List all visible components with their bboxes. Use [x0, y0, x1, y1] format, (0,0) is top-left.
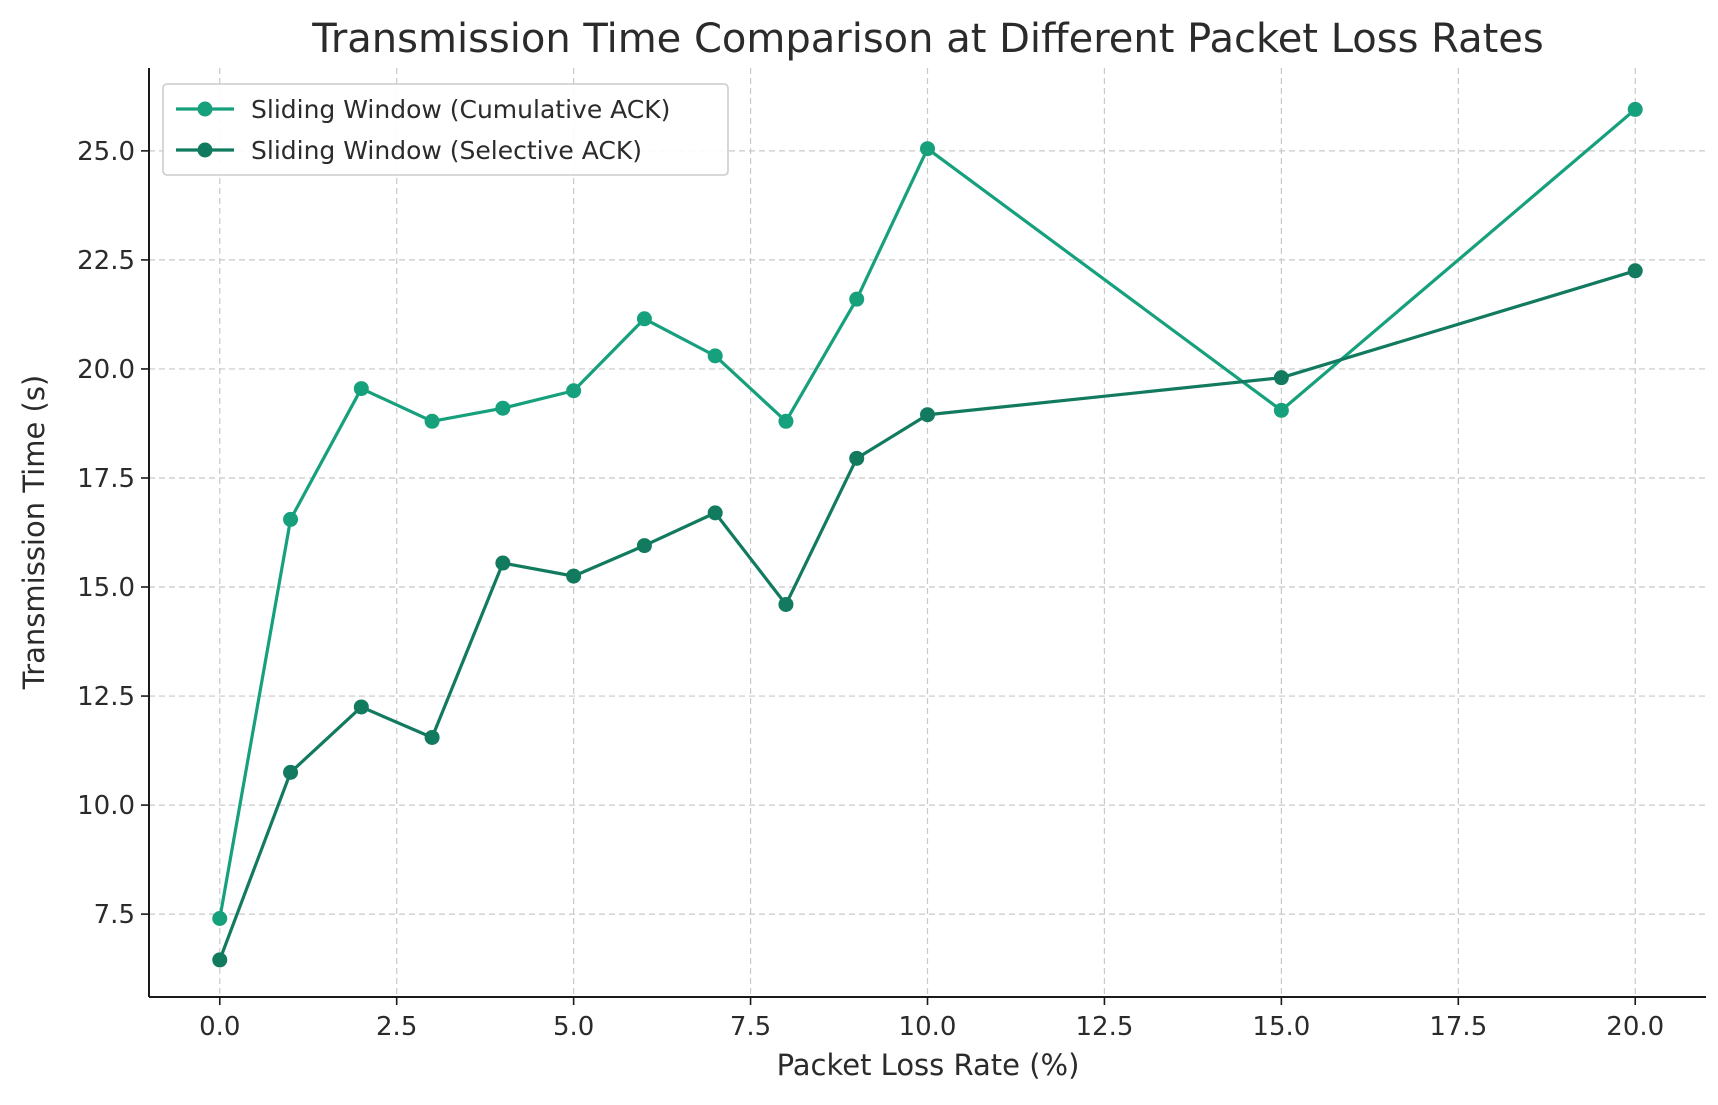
x-tick-label: 17.5 [1429, 1012, 1487, 1042]
legend: Sliding Window (Cumulative ACK) Sliding … [162, 83, 729, 176]
data-point-selective-ack [849, 450, 865, 466]
x-tick-label: 15.0 [1252, 1012, 1310, 1042]
data-point-cumulative-ack [778, 413, 794, 429]
y-tick-label: 15.0 [77, 573, 135, 603]
data-point-cumulative-ack [566, 383, 582, 399]
data-point-selective-ack [283, 764, 299, 780]
chart-title: Transmission Time Comparison at Differen… [311, 16, 1543, 62]
y-tick-label: 12.5 [77, 682, 135, 712]
y-tick-label: 7.5 [94, 900, 135, 930]
x-tick-label: 10.0 [899, 1012, 957, 1042]
data-point-cumulative-ack [495, 400, 511, 416]
y-axis-label: Transmission Time (s) [17, 375, 51, 690]
y-tick-label: 17.5 [77, 464, 135, 494]
y-tick-label: 22.5 [77, 246, 135, 276]
data-point-cumulative-ack [212, 910, 228, 926]
y-tick-label: 25.0 [77, 137, 135, 167]
x-tick-label: 7.5 [730, 1012, 771, 1042]
data-point-cumulative-ack [636, 311, 652, 327]
data-point-selective-ack [424, 729, 440, 745]
y-tick-label: 10.0 [77, 791, 135, 821]
x-axis-label: Packet Loss Rate (%) [777, 1048, 1080, 1082]
y-tick-label: 20.0 [77, 355, 135, 385]
series-lines [212, 101, 1643, 968]
legend-marker-cumulative [197, 101, 213, 117]
data-point-selective-ack [1273, 370, 1289, 386]
data-point-cumulative-ack [1627, 101, 1643, 117]
data-point-selective-ack [778, 596, 794, 612]
data-point-selective-ack [495, 555, 511, 571]
data-point-cumulative-ack [283, 511, 299, 527]
data-point-selective-ack [636, 538, 652, 554]
data-point-cumulative-ack [424, 413, 440, 429]
data-point-selective-ack [920, 407, 935, 423]
legend-label-selective: Sliding Window (Selective ACK) [251, 136, 642, 165]
x-tick-label: 20.0 [1606, 1012, 1664, 1042]
x-tick-label: 12.5 [1075, 1012, 1133, 1042]
x-tick-label: 2.5 [376, 1012, 417, 1042]
legend-marker-selective [197, 142, 213, 158]
data-point-selective-ack [212, 952, 228, 968]
x-tick-label: 5.0 [553, 1012, 594, 1042]
data-point-cumulative-ack [849, 291, 865, 307]
data-point-cumulative-ack [920, 141, 935, 157]
axis-ticks: 0.0 2.5 5.0 7.5 10.0 12.5 15.0 17.5 20.0 7.5 10.0 1… [77, 137, 1664, 1042]
legend-box [162, 83, 729, 176]
data-point-cumulative-ack [353, 381, 369, 397]
legend-label-cumulative: Sliding Window (Cumulative ACK) [251, 95, 670, 124]
data-point-selective-ack [353, 699, 369, 715]
data-point-selective-ack [1627, 263, 1643, 279]
data-point-cumulative-ack [1273, 402, 1289, 418]
grid [149, 68, 1706, 997]
data-point-selective-ack [566, 568, 582, 584]
data-point-cumulative-ack [707, 348, 723, 364]
x-tick-label: 0.0 [199, 1012, 240, 1042]
series-selective-ack [212, 263, 1643, 968]
data-point-selective-ack [707, 505, 723, 521]
series-cumulative-ack [212, 101, 1643, 926]
